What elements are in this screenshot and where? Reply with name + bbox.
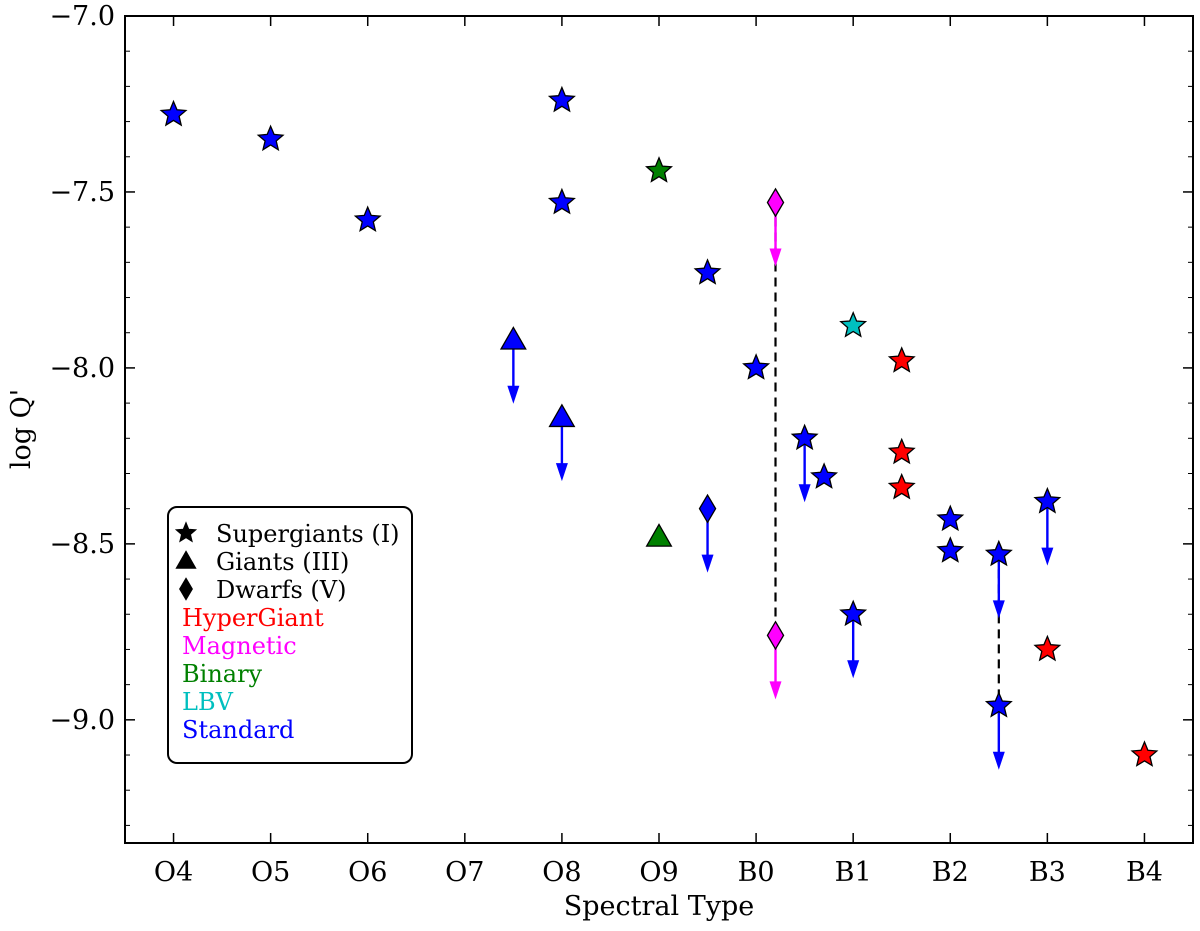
upper-limit-arrow-head (769, 248, 782, 267)
data-point-star (984, 539, 1013, 567)
legend-color-label: Standard (182, 716, 294, 744)
data-point-diamond (766, 187, 785, 218)
y-tick-label: −7.0 (49, 1, 115, 32)
data-point-star (936, 536, 965, 563)
x-tick-label: B3 (1029, 857, 1066, 888)
y-tick-label: −8.0 (49, 353, 115, 384)
x-tick-label: B1 (835, 857, 872, 888)
data-point-star (887, 472, 916, 500)
data-point-triangle (499, 326, 527, 350)
data-point-star (693, 258, 722, 285)
data-point-star (353, 205, 382, 232)
y-tick-label: −7.5 (49, 177, 115, 208)
data-point-star (887, 437, 916, 465)
data-point-star (1130, 740, 1159, 767)
upper-limit-arrows-layer (507, 202, 1054, 770)
data-point-star (936, 504, 965, 532)
data-point-star (1033, 486, 1062, 514)
upper-limit-arrow-head (555, 463, 568, 482)
data-point-star (984, 691, 1013, 718)
data-point-star (256, 124, 285, 152)
upper-limit-arrow-head (798, 484, 811, 503)
legend-color-label: Magnetic (182, 632, 297, 660)
legend-label: Giants (III) (216, 548, 349, 576)
legend-marker-diamond (179, 577, 193, 601)
x-tick-label: O5 (251, 857, 290, 888)
data-point-star (159, 99, 188, 127)
legend-color-label: Binary (182, 660, 263, 688)
x-tick-label: B4 (1126, 857, 1163, 888)
legend-color-label: HyperGiant (182, 604, 324, 632)
data-point-star (839, 311, 868, 338)
x-tick-label: B2 (932, 857, 969, 888)
x-tick-label: O6 (348, 857, 387, 888)
legend: Supergiants (I)Giants (III)Dwarfs (V)Hyp… (167, 506, 413, 764)
data-point-diamond (698, 493, 717, 524)
x-tick-label: O8 (542, 857, 581, 888)
data-point-diamond (766, 620, 785, 651)
upper-limit-arrow-head (847, 660, 860, 679)
upper-limit-arrow-head (992, 751, 1005, 770)
upper-limit-arrow-head (507, 385, 520, 404)
data-point-star (1033, 634, 1062, 662)
legend-marker-star (174, 521, 198, 543)
data-point-star (810, 462, 839, 489)
x-tick-label: B0 (738, 857, 775, 888)
data-point-triangle (645, 523, 673, 547)
legend-box (167, 506, 413, 764)
legend-label: Dwarfs (V) (216, 576, 346, 604)
legend-label: Supergiants (I) (216, 520, 400, 548)
data-point-star (839, 599, 868, 627)
y-tick-label: −8.5 (49, 529, 115, 560)
x-axis-label: Spectral Type (564, 891, 754, 922)
upper-limit-arrow-head (1041, 547, 1054, 566)
legend-color-label: LBV (182, 688, 234, 716)
data-point-star (742, 353, 771, 380)
ticks-layer: −7.0 −7.5 −8.0 −8.5 −9.0 O4 O5 O6 O7 O8 O9 B0 B1 B2 B3… (49, 1, 1193, 888)
y-tick-label: −9.0 (49, 705, 115, 736)
upper-limit-arrow-head (701, 554, 714, 573)
x-tick-label: O7 (445, 857, 484, 888)
data-point-star (547, 85, 576, 113)
y-axis-label: log Q' (6, 389, 37, 469)
upper-limit-arrow-head (769, 681, 782, 700)
data-point-star (645, 156, 673, 183)
data-point-star (790, 423, 819, 451)
data-point-star (887, 346, 916, 373)
legend-marker-triangle (175, 550, 197, 569)
data-point-star (547, 187, 576, 215)
x-tick-label: O9 (639, 857, 678, 888)
upper-limit-arrow-head (992, 600, 1005, 619)
x-tick-label: O4 (154, 857, 193, 888)
data-points-layer (159, 85, 1159, 767)
dashed-links-layer (774, 202, 1000, 706)
data-point-triangle (548, 403, 576, 428)
